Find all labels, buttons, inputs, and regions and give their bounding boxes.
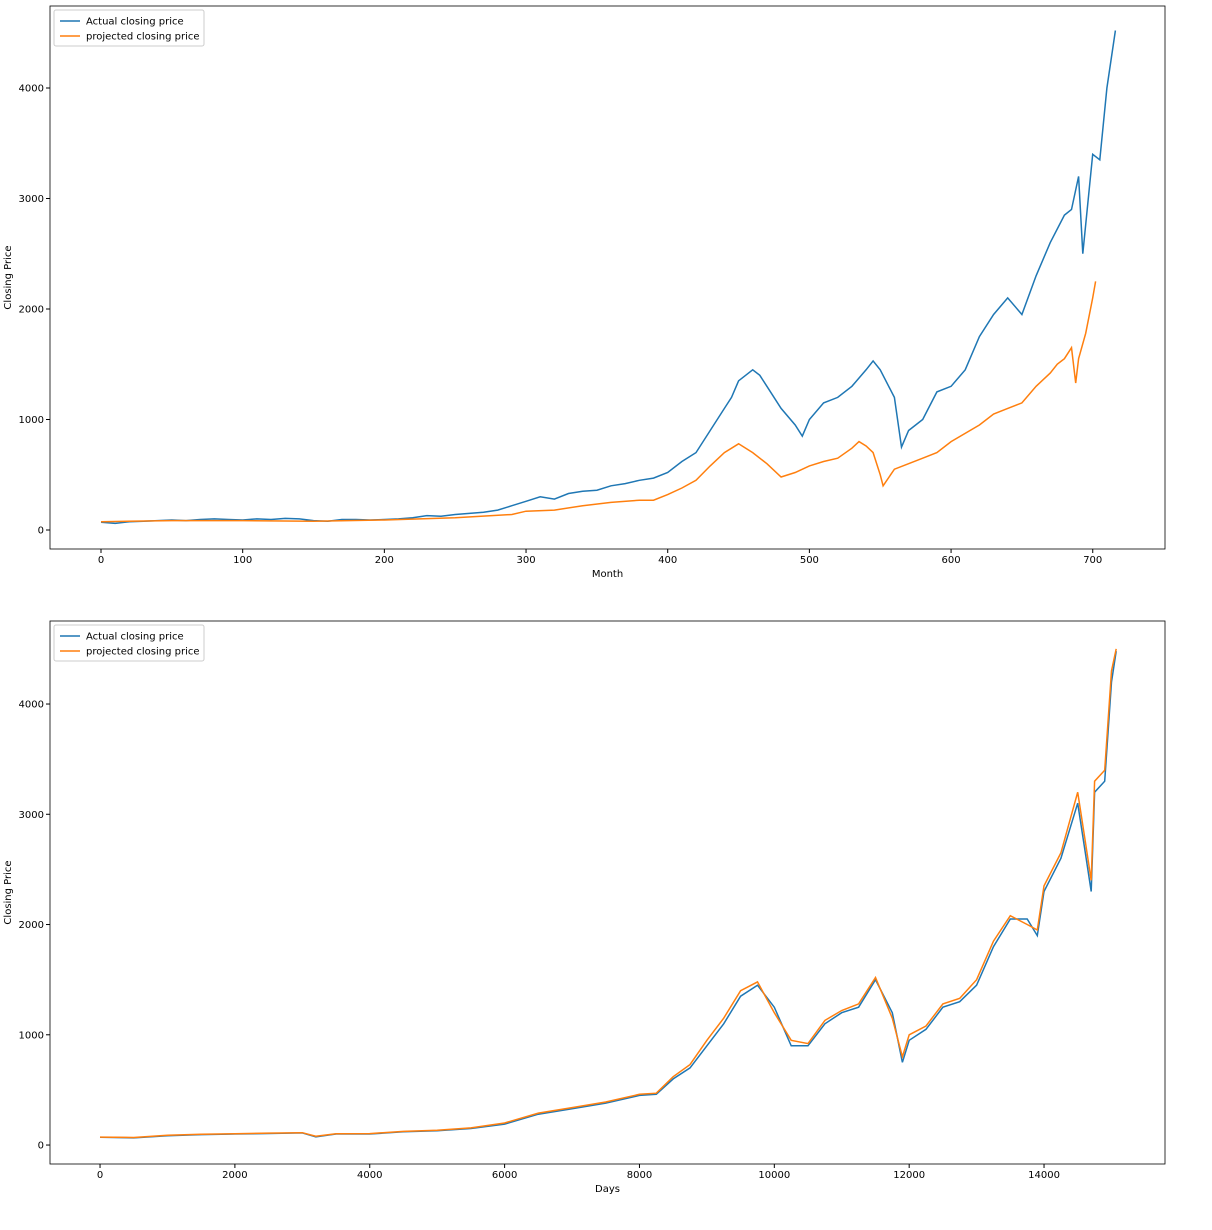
- x-axis-label: Days: [595, 1184, 620, 1195]
- x-tick-label: 400: [658, 555, 677, 566]
- y-tick-label: 4000: [19, 700, 44, 711]
- y-tick-label: 1000: [19, 1030, 44, 1041]
- plot-area: [49, 620, 1166, 1165]
- x-tick-label: 4000: [357, 1170, 382, 1181]
- x-tick-label: 10000: [758, 1170, 790, 1181]
- x-axis-label: Month: [592, 569, 623, 580]
- x-tick-label: 0: [97, 1170, 103, 1181]
- y-axis-label: Closing Price: [3, 860, 14, 924]
- data-line: [100, 30, 1117, 525]
- legend-label: Actual closing price: [86, 17, 184, 28]
- x-tick-label: 12000: [893, 1170, 925, 1181]
- data-line: [100, 281, 1097, 523]
- legend-label: Actual closing price: [86, 632, 184, 643]
- y-axis-label: Closing Price: [3, 245, 14, 309]
- x-tick-label: 100: [233, 555, 252, 566]
- y-tick-label: 4000: [19, 83, 44, 94]
- x-tick-label: 500: [800, 555, 819, 566]
- x-tick-label: 200: [375, 555, 394, 566]
- y-tick-label: 1000: [19, 415, 44, 426]
- y-tick-label: 3000: [19, 194, 44, 205]
- data-line: [99, 648, 1117, 1139]
- y-tick-label: 3000: [19, 810, 44, 821]
- x-tick-label: 600: [942, 555, 961, 566]
- x-tick-label: 14000: [1028, 1170, 1060, 1181]
- x-tick-label: 6000: [492, 1170, 517, 1181]
- y-tick-label: 0: [38, 525, 44, 536]
- legend-box: [53, 624, 205, 662]
- legend-label: projected closing price: [86, 32, 200, 43]
- y-tick-label: 2000: [19, 920, 44, 931]
- x-tick-label: 700: [1083, 555, 1102, 566]
- x-tick-label: 300: [516, 555, 535, 566]
- y-tick-label: 0: [38, 1141, 44, 1152]
- x-tick-label: 8000: [627, 1170, 652, 1181]
- legend-label: projected closing price: [86, 647, 200, 658]
- plot-area: [49, 5, 1166, 550]
- legend-box: [53, 9, 205, 47]
- x-tick-label: 2000: [222, 1170, 247, 1181]
- y-tick-label: 2000: [19, 304, 44, 315]
- x-tick-label: 0: [98, 555, 104, 566]
